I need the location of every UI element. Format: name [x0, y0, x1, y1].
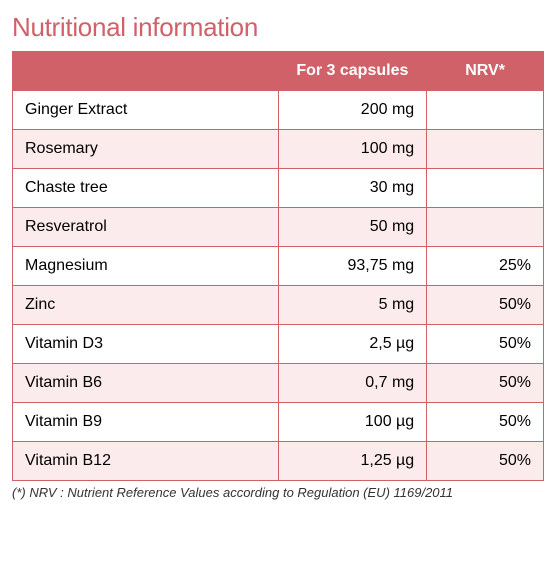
table-header-row: For 3 capsules NRV*	[13, 52, 544, 91]
table-row: Rosemary100 mg	[13, 130, 544, 169]
nutrient-name: Vitamin D3	[13, 325, 279, 364]
nutrient-value: 1,25 µg	[278, 442, 427, 481]
table-row: Ginger Extract200 mg	[13, 91, 544, 130]
nutrient-nrv	[427, 91, 544, 130]
nutrient-name: Vitamin B6	[13, 364, 279, 403]
nutrient-nrv: 50%	[427, 403, 544, 442]
nutrient-name: Ginger Extract	[13, 91, 279, 130]
nutrient-value: 93,75 mg	[278, 247, 427, 286]
col-header-nrv: NRV*	[427, 52, 544, 91]
nutrient-value: 100 µg	[278, 403, 427, 442]
table-row: Zinc5 mg50%	[13, 286, 544, 325]
nutrient-value: 2,5 µg	[278, 325, 427, 364]
table-row: Resveratrol50 mg	[13, 208, 544, 247]
nutrient-name: Zinc	[13, 286, 279, 325]
nutrient-nrv	[427, 169, 544, 208]
nutrient-nrv: 50%	[427, 442, 544, 481]
table-row: Chaste tree30 mg	[13, 169, 544, 208]
nutrient-nrv: 50%	[427, 364, 544, 403]
nutrient-nrv	[427, 208, 544, 247]
section-title: Nutritional information	[12, 12, 544, 43]
table-row: Vitamin B60,7 mg50%	[13, 364, 544, 403]
nutrient-name: Magnesium	[13, 247, 279, 286]
nutrient-value: 50 mg	[278, 208, 427, 247]
footnote: (*) NRV : Nutrient Reference Values acco…	[12, 485, 544, 500]
nutrient-value: 5 mg	[278, 286, 427, 325]
nutrient-value: 0,7 mg	[278, 364, 427, 403]
nutrient-value: 200 mg	[278, 91, 427, 130]
nutrient-name: Vitamin B9	[13, 403, 279, 442]
nutrient-nrv	[427, 130, 544, 169]
table-row: Vitamin D32,5 µg50%	[13, 325, 544, 364]
table-row: Vitamin B121,25 µg50%	[13, 442, 544, 481]
nutrient-value: 30 mg	[278, 169, 427, 208]
nutrient-name: Resveratrol	[13, 208, 279, 247]
nutrient-name: Rosemary	[13, 130, 279, 169]
table-row: Vitamin B9100 µg50%	[13, 403, 544, 442]
nutrient-value: 100 mg	[278, 130, 427, 169]
nutrient-nrv: 50%	[427, 325, 544, 364]
col-header-empty	[13, 52, 279, 91]
nutrient-nrv: 25%	[427, 247, 544, 286]
nutrition-table: For 3 capsules NRV* Ginger Extract200 mg…	[12, 51, 544, 481]
table-row: Magnesium93,75 mg25%	[13, 247, 544, 286]
nutrient-name: Chaste tree	[13, 169, 279, 208]
nutrient-nrv: 50%	[427, 286, 544, 325]
col-header-dose: For 3 capsules	[278, 52, 427, 91]
nutrient-name: Vitamin B12	[13, 442, 279, 481]
